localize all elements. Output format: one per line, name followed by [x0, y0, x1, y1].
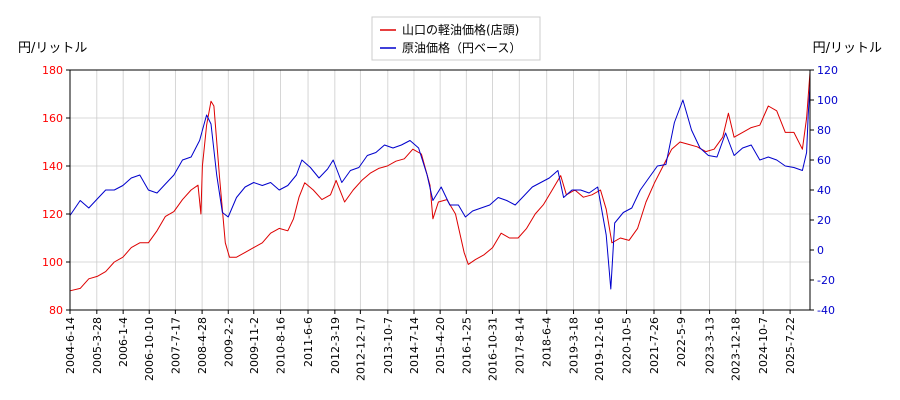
x-tick-label: 2013-10-7 — [382, 317, 395, 374]
x-tick-label: 2012-12-17 — [354, 317, 367, 381]
x-tick-label: 2010-8-16 — [275, 317, 288, 374]
series-line-crude — [69, 84, 811, 290]
right-tick-label: 60 — [817, 154, 831, 167]
x-tick-label: 2014-7-14 — [408, 317, 421, 374]
x-tick-label: 2008-4-28 — [196, 317, 209, 374]
x-tick-label: 2007-7-17 — [169, 317, 182, 374]
right-tick-label: 40 — [817, 184, 831, 197]
x-tick-label: 2018-6-4 — [541, 317, 554, 367]
right-axis: -40 -20 0 20 40 60 80 100 120 — [810, 64, 838, 317]
x-tick-label: 2016-1-25 — [460, 317, 473, 374]
x-tick-label: 2019-12-16 — [593, 317, 606, 381]
grid — [69, 69, 810, 311]
left-tick-label: 180 — [42, 64, 63, 77]
x-tick-label: 2023-3-13 — [704, 317, 717, 374]
x-tick-label: 2009-2-2 — [222, 317, 235, 367]
x-tick-label: 2020-10-5 — [621, 317, 634, 374]
x-tick-label: 2022-5-9 — [675, 317, 688, 367]
x-tick-label: 2012-3-19 — [329, 317, 342, 374]
series-layer — [69, 72, 811, 292]
x-tick-label: 2016-10-31 — [486, 317, 499, 381]
left-tick-label: 80 — [49, 304, 63, 317]
x-tick-label: 2023-12-18 — [730, 317, 743, 381]
x-tick-label: 2024-10-7 — [757, 317, 770, 374]
right-tick-label: 100 — [817, 94, 838, 107]
legend-label-diesel: 山口の軽油価格(店頭) — [402, 22, 519, 37]
right-tick-label: -20 — [817, 274, 835, 287]
legend-label-crude: 原油価格（円ベース） — [402, 40, 521, 55]
x-tick-label: 2005-3-28 — [91, 317, 104, 374]
x-tick-label: 2011-6-6 — [302, 317, 315, 367]
x-tick-label: 2025-7-22 — [784, 317, 797, 374]
x-tick-label: 2004-6-14 — [64, 317, 77, 374]
right-axis-title: 円/リットル — [813, 41, 882, 56]
left-tick-label: 120 — [42, 208, 63, 221]
legend-box — [371, 16, 541, 61]
left-axis-title: 円/リットル — [18, 41, 87, 56]
series-line-diesel — [69, 72, 811, 292]
left-tick-label: 160 — [42, 112, 63, 125]
x-tick-label: 2019-3-18 — [568, 317, 581, 374]
x-tick-label: 2009-11-2 — [248, 317, 261, 374]
left-tick-label: 100 — [42, 256, 63, 269]
right-tick-label: 80 — [817, 124, 831, 137]
left-axis: 80 100 120 140 160 180 — [42, 64, 70, 317]
x-tick-label: 2006-10-10 — [143, 317, 156, 381]
x-tick-label: 2021-7-26 — [648, 317, 661, 374]
right-tick-label: 20 — [817, 214, 831, 227]
x-axis: 2004-6-14 2005-3-28 2006-1-4 2006-10-10 2007… — [64, 310, 797, 381]
left-tick-label: 140 — [42, 160, 63, 173]
right-tick-label: 120 — [817, 64, 838, 77]
right-tick-label: 0 — [817, 244, 824, 257]
x-tick-label: 2006-1-4 — [117, 317, 130, 367]
x-tick-label: 2015-4-20 — [434, 317, 447, 374]
legend: 山口の軽油価格(店頭) 原油価格（円ベース） — [371, 16, 541, 61]
right-tick-label: -40 — [817, 304, 835, 317]
x-tick-label: 2017-8-14 — [513, 317, 526, 374]
